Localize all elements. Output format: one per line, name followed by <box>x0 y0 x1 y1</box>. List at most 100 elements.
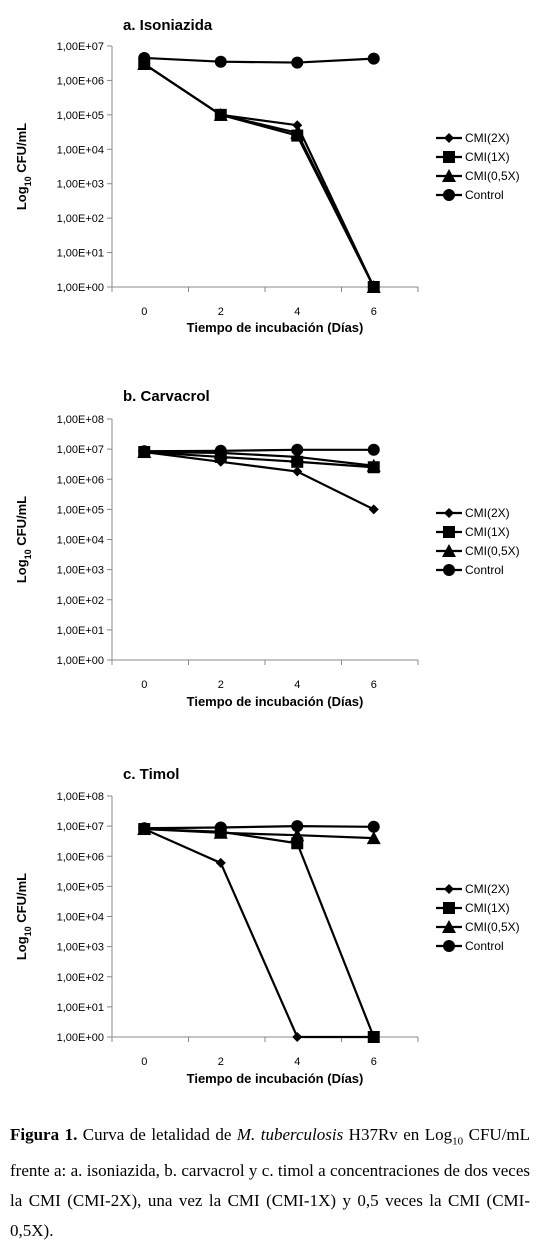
y-axis-label: Log10 CFU/mL <box>14 123 33 210</box>
data-point <box>291 56 304 69</box>
legend-marker <box>443 189 455 201</box>
y-tick-label: 1,00E+02 <box>57 595 104 607</box>
x-tick-label: 4 <box>294 306 300 318</box>
series-line <box>144 56 374 64</box>
data-point <box>214 55 227 68</box>
chart-svg: c. Timol 1,00E+00 1,00E+01 1,00E+02 1,00E+03… <box>14 766 520 1086</box>
data-point <box>367 52 380 65</box>
y-tick-label: 1,00E+07 <box>57 41 104 53</box>
series-line <box>144 450 374 469</box>
legend-label: CMI(2X) <box>465 131 510 145</box>
data-point <box>292 1032 303 1042</box>
caption-text-3: CFU/mL frente a: a. isoniazida, b. carva… <box>10 1125 531 1241</box>
chart-svg: a. Isoniazida 1,00E+00 1,00E+01 1,00E+02 1,0… <box>14 17 520 335</box>
y-tick-label: 1,00E+03 <box>57 565 104 577</box>
x-tick-label: 0 <box>141 679 147 691</box>
data-point <box>290 125 305 139</box>
legend-label: CMI(0,5X) <box>465 169 520 183</box>
legend-label: Control <box>465 563 504 577</box>
series-line <box>144 825 374 830</box>
y-tick-label: 1,00E+01 <box>57 1002 104 1014</box>
legend-label: Control <box>465 939 504 953</box>
legend-label: CMI(1X) <box>465 150 510 164</box>
caption-text-2: H37Rv en Log <box>348 1125 453 1144</box>
legend-marker <box>443 940 455 952</box>
data-point <box>215 857 226 868</box>
y-tick-label: 1,00E+05 <box>57 881 104 893</box>
legend-marker <box>443 564 455 576</box>
data-point <box>366 831 381 845</box>
data-point <box>138 445 151 458</box>
caption-text-1: Curva de letalidad de <box>82 1125 232 1144</box>
chart-panel-carvacrol: b. Carvacrol 1,00E+00 1,00E+01 1,00E+02 1,00… <box>0 375 544 755</box>
data-point <box>214 821 227 834</box>
legend-marker <box>442 169 456 182</box>
y-tick-label: 1,00E+01 <box>57 248 104 260</box>
x-axis-label: Tiempo de incubación (Días) <box>187 320 364 335</box>
y-tick-label: 1,00E+06 <box>57 75 104 87</box>
chart-svg: b. Carvacrol 1,00E+00 1,00E+01 1,00E+02 1,00… <box>14 388 520 709</box>
legend-marker <box>442 544 456 557</box>
data-point <box>292 120 303 131</box>
y-axis-label: Log10 CFU/mL <box>14 873 33 960</box>
y-tick-label: 1,00E+08 <box>57 414 104 426</box>
data-point <box>290 449 305 463</box>
y-tick-label: 1,00E+03 <box>57 179 104 191</box>
legend-marker <box>444 508 454 518</box>
data-point <box>291 443 304 456</box>
x-tick-label: 0 <box>141 1056 147 1068</box>
y-tick-label: 1,00E+07 <box>57 444 104 456</box>
series-line <box>143 63 375 288</box>
y-tick-label: 1,00E+00 <box>57 1032 104 1044</box>
legend-label: CMI(0,5X) <box>465 544 520 558</box>
legend-label: CMI(2X) <box>465 882 510 896</box>
legend-label: CMI(1X) <box>465 525 510 539</box>
data-point <box>138 822 151 835</box>
y-tick-label: 1,00E+06 <box>57 474 104 486</box>
legend-label: Control <box>465 188 504 202</box>
y-tick-label: 1,00E+00 <box>57 655 104 667</box>
chart-title: c. Timol <box>123 766 179 783</box>
y-tick-label: 1,00E+02 <box>57 972 104 984</box>
series-line <box>144 827 375 1038</box>
data-point <box>367 1031 380 1043</box>
series-line <box>144 448 374 453</box>
chart-title: b. Carvacrol <box>123 388 210 405</box>
y-tick-label: 1,00E+04 <box>57 535 104 547</box>
y-tick-label: 1,00E+08 <box>57 791 104 803</box>
x-tick-label: 0 <box>141 306 147 318</box>
legend-marker <box>444 133 454 143</box>
legend-marker <box>443 902 455 914</box>
data-point <box>213 107 228 121</box>
y-axis-label: Log10 CFU/mL <box>14 496 33 583</box>
data-point <box>368 504 379 515</box>
chart-panel-isoniazida: a. Isoniazida 1,00E+00 1,00E+01 1,00E+02 1,0… <box>0 0 544 370</box>
legend-label: CMI(1X) <box>465 901 510 915</box>
y-tick-label: 1,00E+04 <box>57 144 104 156</box>
series-line <box>143 63 375 288</box>
data-point <box>291 820 304 833</box>
x-tick-label: 2 <box>218 1056 224 1068</box>
series-line <box>144 827 374 840</box>
series-line <box>143 828 374 1039</box>
y-tick-label: 1,00E+00 <box>57 282 104 294</box>
x-tick-label: 6 <box>371 679 377 691</box>
caption-label: Figura 1. <box>10 1125 78 1144</box>
data-point <box>290 828 305 842</box>
y-tick-label: 1,00E+04 <box>57 912 104 924</box>
series-line <box>144 450 374 467</box>
series-line <box>144 450 375 511</box>
caption-organism: M. tuberculosis <box>236 1125 344 1144</box>
x-axis-label: Tiempo de incubación (Días) <box>187 694 364 709</box>
legend-marker <box>443 526 455 538</box>
legend-label: CMI(2X) <box>465 506 510 520</box>
x-axis-label: Tiempo de incubación (Días) <box>187 1071 364 1086</box>
data-point <box>367 820 380 833</box>
figure-caption: Figura 1. Curva de letalidad de M. tuber… <box>10 1120 530 1246</box>
legend-marker <box>443 151 455 163</box>
data-point <box>366 458 381 472</box>
data-point <box>367 443 380 456</box>
x-tick-label: 6 <box>371 306 377 318</box>
legend-marker <box>442 920 456 933</box>
data-point <box>138 51 151 64</box>
